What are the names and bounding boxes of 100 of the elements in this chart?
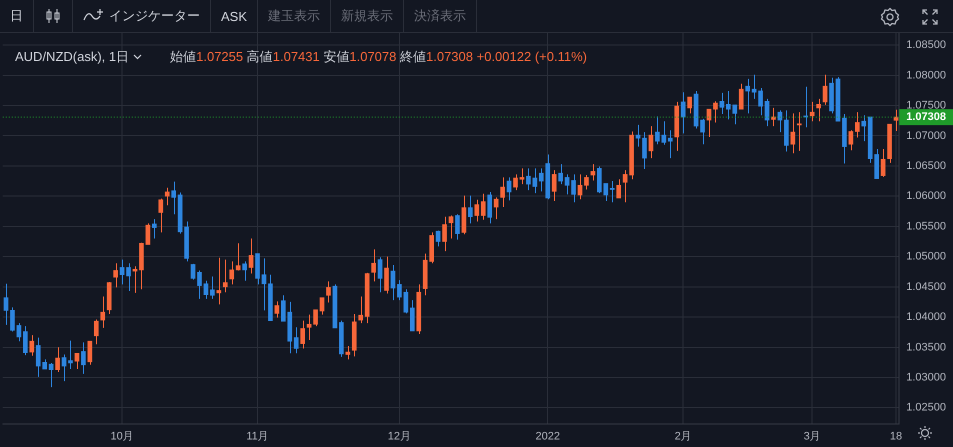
text: 新規表示 [341,7,394,25]
y-tick-label: 1.05000 [906,250,946,263]
text: インジケーター [109,7,200,25]
candlestick [229,260,234,285]
candlestick [603,182,608,202]
x-tick-label: 3月 [804,430,821,443]
x-tick-label: 12月 [388,430,412,443]
y-tick-label: 1.03000 [906,372,946,384]
candlestick [848,130,854,151]
candlestick [371,248,376,282]
text: 始値1.07255 高値1.07431 安値1.07078 終値1.07308 +0.00122 (+0.11%) [170,49,587,64]
candlestick [158,198,164,233]
candlestick [474,199,480,222]
candlestick [487,191,492,224]
text: 日 [10,7,23,25]
x-tick-label: 2月 [674,430,692,443]
candlestick [648,126,654,159]
candlestick [436,230,440,247]
y-tick-label: 1.07500 [906,100,946,112]
candlestick [680,92,686,134]
candlestick [94,318,99,345]
candlestick [500,176,505,208]
y-tick-label: 1.04500 [906,280,946,293]
candlestick [616,178,622,198]
candlestick [358,296,364,324]
candlestick [164,187,170,206]
candlestick [726,90,731,120]
candlestick [242,260,247,282]
candlestick [326,280,331,304]
candlestick [410,300,415,332]
candlestick [280,294,286,322]
candlestick [74,352,80,370]
candlestick [538,168,544,192]
text: 建玉表示 [268,7,320,25]
candlestick [732,104,738,125]
candlestick [88,340,92,366]
candlestick [384,256,389,294]
text: 決済表示 [414,7,466,25]
candlestick [455,214,460,240]
candlestick [745,78,750,114]
candlestick [100,296,106,328]
candlestick [552,170,557,202]
candlestick [345,346,350,360]
y-tick-label: 1.06000 [906,190,946,202]
candlestick [506,176,512,201]
candlestick [532,168,538,194]
candlestick [81,342,86,374]
y-tick-label: 1.02500 [906,402,946,414]
candlestick [448,215,454,239]
candlestick [36,337,41,378]
candlestick [248,238,254,274]
ref-line-label: 1.07308 [906,111,946,124]
y-tick-label: 1.08000 [906,69,946,82]
x-tick-label: 18 [890,430,902,443]
y-tick-label: 1.04000 [906,311,946,324]
candlestick [771,107,776,127]
candlestick [655,116,660,145]
candlestick [880,148,886,178]
y-tick-label: 1.03500 [906,341,946,354]
candlestick [171,181,176,215]
candlestick [55,346,60,373]
y-tick-label: 1.06500 [906,160,946,172]
candlestick [468,195,473,224]
candlestick [790,112,796,154]
candlestick [810,101,814,122]
x-tick-label: 2022 [536,430,560,443]
candlestick [668,130,673,159]
candlestick [720,92,724,114]
candlestick [378,256,382,293]
y-tick-label: 1.05500 [906,220,946,232]
candlestick [294,326,299,354]
candlestick [738,83,744,110]
candlestick [113,262,118,288]
candlestick [854,112,860,138]
candlestick [152,218,157,239]
y-tick-label: 1.08500 [906,39,946,52]
candlestick [622,170,628,203]
candlestick [494,196,498,220]
candlestick [687,96,692,114]
x-tick-label: 10月 [110,430,134,443]
candlestick [662,120,666,146]
y-tick-label: 1.07000 [906,130,946,142]
text: AUD/NZD(ask), 1日 [15,48,130,66]
candlestick [442,216,447,252]
candlestick [480,193,486,220]
candlestick [558,164,563,185]
x-tick-label: 11月 [246,430,269,443]
candlestick [404,288,408,314]
candlestick [816,98,821,122]
candlestick [803,86,808,128]
candlestick [216,257,222,305]
candlestick [861,114,866,142]
text: ASK [221,8,248,24]
candlestick [300,320,305,349]
candlestick [42,358,48,370]
candlestick [590,164,596,181]
candlestick [48,362,54,388]
candlestick [822,74,828,106]
candlestick [29,334,34,356]
candlestick [610,180,615,203]
